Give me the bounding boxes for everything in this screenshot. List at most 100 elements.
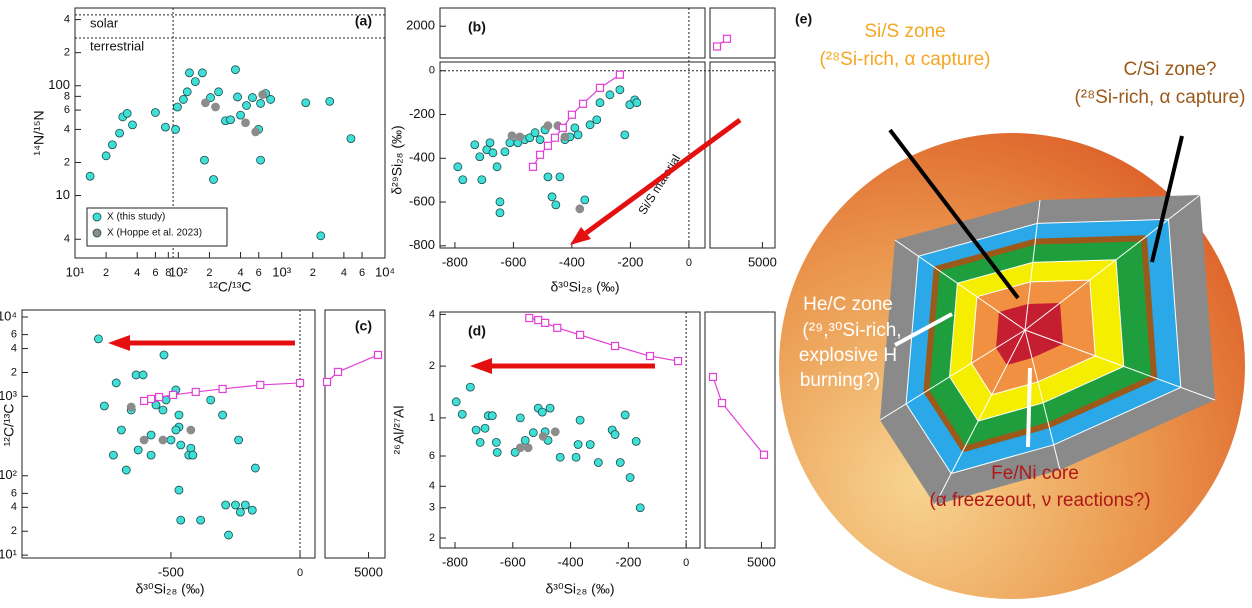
zone-title: He/C zone <box>803 294 893 315</box>
data-point <box>528 428 538 438</box>
x-tick-label: 5000 <box>747 554 776 569</box>
data-point <box>537 407 547 417</box>
plot-frame <box>439 7 706 59</box>
y-tick-label: 2 <box>429 360 435 372</box>
data-point <box>471 425 481 435</box>
data-point <box>251 127 261 137</box>
data-point <box>234 435 243 445</box>
data-point <box>99 401 109 411</box>
data-point <box>206 395 216 405</box>
data-point <box>615 458 625 467</box>
data-point <box>495 197 505 207</box>
data-point <box>631 436 641 446</box>
data-point <box>231 500 240 510</box>
data-point <box>171 125 180 134</box>
y-tick-label: 10⁴ <box>0 308 17 323</box>
data-point <box>174 410 184 420</box>
model-line <box>260 382 301 386</box>
data-point <box>595 98 605 108</box>
y-tick-label: 4 <box>429 308 435 320</box>
model-point <box>543 141 553 150</box>
pointer-line <box>1150 135 1184 263</box>
data-point <box>166 435 176 445</box>
plot-frame <box>439 61 706 249</box>
data-point <box>530 128 540 138</box>
panel-label: (b) <box>468 19 486 35</box>
model-point <box>558 123 567 132</box>
data-point <box>211 102 220 112</box>
data-point <box>161 395 171 405</box>
data-point <box>543 172 553 182</box>
model-point <box>373 350 383 360</box>
y-tick-label: 8 <box>64 90 70 102</box>
plot-frame <box>709 7 776 59</box>
x-tick-label: 0 <box>683 557 689 569</box>
y-tick-label: 3 <box>429 502 435 514</box>
data-point <box>451 397 461 407</box>
data-point <box>196 515 206 525</box>
x-tick-label: 6 <box>359 267 365 279</box>
data-point <box>575 415 585 425</box>
data-point <box>325 96 335 106</box>
data-point <box>547 192 557 202</box>
data-point <box>495 208 505 218</box>
data-point <box>256 99 265 108</box>
x-tick-label: 0 <box>686 257 692 269</box>
data-point <box>241 118 250 128</box>
model-line <box>579 334 616 347</box>
data-point <box>523 443 533 453</box>
data-point <box>266 95 276 104</box>
legend-marker <box>92 228 102 238</box>
data-point <box>453 162 463 172</box>
model-point <box>610 341 620 351</box>
cut-edge <box>1024 199 1041 331</box>
data-point <box>580 195 590 205</box>
zone-title: C/Si zone? <box>1124 59 1217 80</box>
data-point <box>570 123 580 133</box>
data-point <box>151 108 160 117</box>
model-point <box>553 323 562 332</box>
y-tick-label: -800 <box>409 237 435 252</box>
data-point <box>101 151 111 161</box>
model-line <box>195 388 223 393</box>
data-point <box>507 131 517 141</box>
data-point <box>161 122 170 132</box>
data-point <box>171 425 181 435</box>
data-point <box>535 135 545 145</box>
cut-edge <box>879 329 1026 421</box>
model-point <box>528 162 538 171</box>
star-diagram: (e) Si/S zone (²⁸Si-rich, α capture) C/S… <box>779 11 1246 599</box>
y-tick-label: -200 <box>409 106 435 121</box>
data-point <box>186 425 196 435</box>
x-tick-label: 2 <box>103 267 109 279</box>
x-tick-label: 8 <box>165 267 171 279</box>
cut-edge <box>1024 329 1216 401</box>
pointer-line <box>1026 367 1032 448</box>
data-point <box>236 110 245 120</box>
x-tick-label: -800 <box>442 254 468 269</box>
annotation: Si/S material <box>635 152 683 217</box>
x-tick-label: 2 <box>310 267 316 279</box>
data-point <box>247 505 257 515</box>
data-point <box>224 530 233 540</box>
x-axis-label: δ³⁰Si₂₈ (‰) <box>546 581 615 597</box>
model-point <box>322 377 332 387</box>
data-point <box>301 98 311 108</box>
data-point <box>480 423 490 433</box>
model-point <box>295 378 305 388</box>
data-point <box>182 87 192 97</box>
data-point <box>206 93 215 102</box>
panel-label: (e) <box>795 11 812 27</box>
data-point <box>575 204 585 214</box>
data-point <box>108 450 118 460</box>
data-point <box>111 378 121 388</box>
data-point <box>115 128 124 138</box>
data-point <box>585 440 595 449</box>
x-tick-label: 10¹ <box>66 264 85 279</box>
shell-edge <box>905 218 1182 475</box>
data-point <box>200 155 209 165</box>
data-point <box>475 438 485 447</box>
data-point <box>515 132 525 142</box>
onion-layers <box>879 194 1216 506</box>
